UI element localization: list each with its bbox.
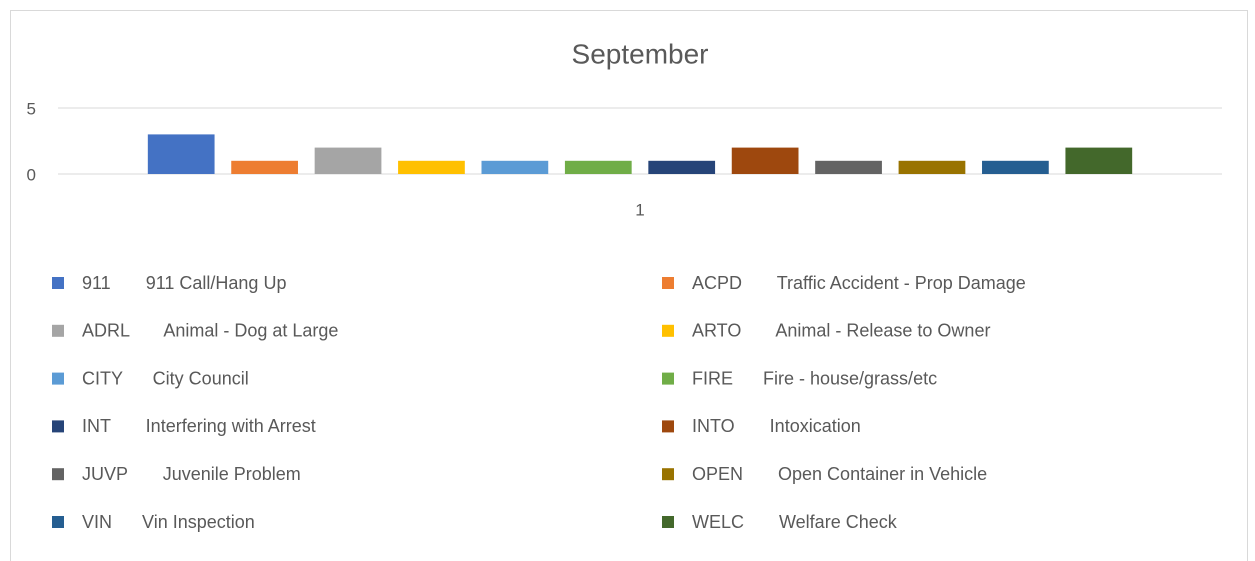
bar [648, 160, 716, 174]
legend-label: OPEN Open Container in Vehicle [692, 464, 987, 484]
legend-swatch [52, 277, 64, 289]
x-tick-label: 1 [635, 200, 644, 219]
legend-swatch [52, 468, 64, 481]
bar [314, 147, 382, 174]
bar [731, 147, 799, 174]
legend-swatch [662, 277, 674, 289]
bar [481, 160, 549, 174]
bar [564, 160, 632, 174]
bar [1065, 147, 1133, 174]
bar [815, 160, 882, 174]
legend-swatch [662, 324, 674, 337]
bar [982, 160, 1049, 174]
legend-label: VIN Vin Inspection [82, 512, 255, 532]
legend-swatch [52, 372, 64, 385]
legend-label: ARTO Animal - Release to Owner [692, 321, 990, 341]
legend-swatch [52, 516, 64, 528]
legend-label: FIRE Fire - house/grass/etc [692, 368, 937, 388]
bar [898, 160, 966, 174]
legend-label: JUVP Juvenile Problem [82, 464, 301, 484]
chart-title: September [572, 38, 709, 69]
bar [147, 134, 215, 174]
legend-label: CITY City Council [82, 368, 249, 388]
legend-swatch [52, 324, 64, 337]
legend-swatch [662, 372, 674, 385]
legend-label: ACPD Traffic Accident - Prop Damage [692, 273, 1026, 293]
bar [231, 160, 298, 174]
y-tick-label: 5 [27, 99, 36, 118]
legend-swatch [662, 516, 674, 528]
legend-label: ADRL Animal - Dog at Large [82, 321, 338, 341]
legend-swatch [662, 468, 674, 481]
chart-frame [10, 10, 1248, 561]
legend-label: WELC Welfare Check [692, 512, 898, 532]
legend-swatch [662, 420, 674, 433]
y-tick-label: 0 [27, 165, 36, 184]
bar [398, 160, 465, 174]
legend-swatch [52, 420, 64, 433]
legend-label: 911 911 Call/Hang Up [82, 273, 286, 293]
legend-label: INTO Intoxication [692, 416, 861, 436]
legend-label: INT Interfering with Arrest [82, 416, 316, 436]
